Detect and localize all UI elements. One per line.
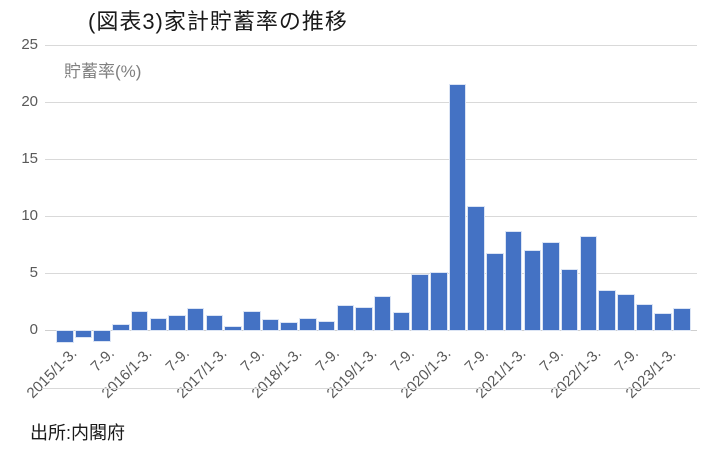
- bar-2016/4-6.: [149, 317, 167, 332]
- bar-2016/10-12.: [186, 308, 205, 331]
- bar-2015/4-6.: [74, 330, 93, 338]
- gridline-y-15: [45, 159, 697, 160]
- bar-2022/7-9.: [617, 293, 635, 331]
- x-tick-label-2021/7-9.: 7-9.: [536, 345, 567, 376]
- bar-2020/1-3.: [430, 272, 448, 331]
- x-tick-label-2015/1-3.: 2015/1-3.: [23, 345, 81, 402]
- bar-2018/10-12.: [336, 305, 354, 331]
- y-tick-label-15: 15: [21, 150, 38, 167]
- bar-2019/4-6.: [373, 295, 392, 331]
- bar-2017/7-9.: [243, 310, 261, 331]
- bar-2021/4-6.: [523, 250, 541, 331]
- bar-2022/10-12.: [635, 303, 654, 331]
- source-note: 出所:内閣府: [30, 423, 126, 443]
- x-tick-label-2020/7-9.: 7-9.: [461, 345, 493, 376]
- plot-bottom-border: [42, 388, 700, 389]
- x-tick-label-2022/7-9.: 7-9.: [611, 345, 642, 376]
- bar-2019/10-12.: [411, 274, 429, 331]
- bar-2023/1-3.: [654, 313, 672, 331]
- gridline-y-20: [45, 102, 697, 103]
- bar-2020/7-9.: [467, 205, 485, 331]
- bar-2021/1-3.: [504, 230, 523, 331]
- x-tick-label-2019/7-9.: 7-9.: [387, 345, 418, 376]
- y-tick-label-20: 20: [21, 93, 38, 110]
- gridline-y-10: [45, 216, 697, 217]
- x-tick-label-2015/7-9.: 7-9.: [87, 345, 119, 376]
- bar-2022/4-6.: [598, 290, 616, 331]
- x-axis-line: [45, 330, 697, 331]
- bar-2018/7-9.: [317, 321, 336, 331]
- bar-2019/7-9.: [392, 311, 411, 331]
- x-tick-label-2018/7-9.: 7-9.: [312, 345, 343, 376]
- bar-2021/7-9.: [542, 242, 560, 331]
- bar-2017/4-6.: [224, 325, 242, 332]
- bar-2015/10-12.: [112, 324, 130, 331]
- bar-2016/1-3.: [130, 310, 149, 331]
- bar-2016/7-9.: [168, 315, 186, 331]
- bar-2018/1-3.: [280, 322, 298, 331]
- y-tick-label-0: 0: [29, 321, 38, 338]
- x-tick-label-2017/7-9.: 7-9.: [237, 345, 268, 376]
- y-tick-label-10: 10: [21, 207, 38, 224]
- gridline-y-5: [45, 273, 697, 274]
- y-tick-label-25: 25: [21, 36, 38, 53]
- bar-2017/10-12.: [261, 318, 280, 332]
- chart-title: (図表3)家計貯蓄率の推移: [88, 9, 348, 34]
- bar-2015/1-3.: [56, 329, 74, 344]
- x-tick-label-2016/7-9.: 7-9.: [162, 345, 193, 376]
- bar-2021/10-12.: [560, 268, 579, 331]
- bar-2018/4-6.: [299, 317, 317, 332]
- bar-2022/1-3.: [579, 235, 598, 331]
- bar-2023/4-6.: [673, 308, 691, 331]
- bar-2017/1-3.: [205, 315, 224, 331]
- bar-2020/4-6.: [448, 83, 467, 331]
- y-tick-label-5: 5: [29, 264, 38, 281]
- bar-2019/1-3.: [355, 307, 373, 331]
- bar-2020/10-12.: [486, 252, 504, 331]
- y-axis-unit-label: 貯蓄率(%): [64, 62, 142, 81]
- bar-2015/7-9.: [93, 329, 111, 343]
- gridline-y-25: [45, 45, 697, 46]
